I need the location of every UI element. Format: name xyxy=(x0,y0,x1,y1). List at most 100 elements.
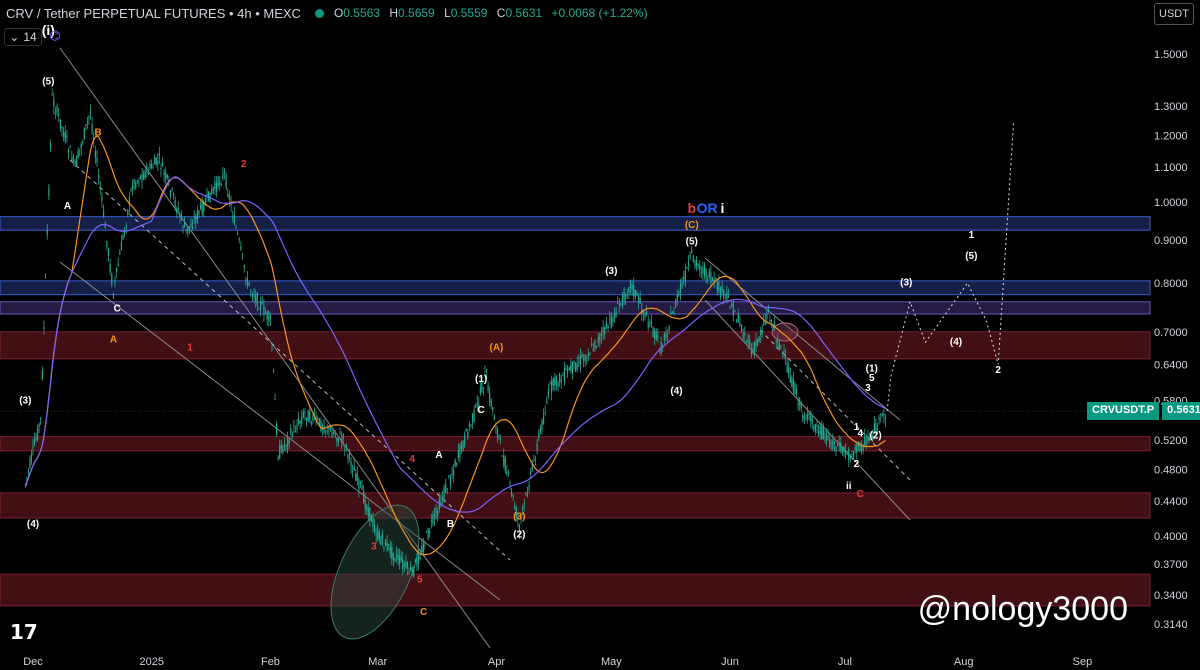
candle-body xyxy=(127,209,129,216)
wave-label: 4 xyxy=(409,454,415,465)
candle-body xyxy=(171,188,173,190)
candle-body xyxy=(457,450,459,458)
candle-body xyxy=(683,277,685,280)
candle-body xyxy=(184,222,186,228)
y-tick-label: 1.3000 xyxy=(1154,101,1188,113)
indicator-logo-icon[interactable]: ⌬ xyxy=(49,28,61,43)
candle-body xyxy=(870,435,872,438)
candle-body xyxy=(384,539,387,546)
candle-body xyxy=(264,312,267,314)
candle-body xyxy=(670,312,672,315)
candle-body xyxy=(629,280,632,289)
candle-body xyxy=(163,171,165,175)
candle-body xyxy=(329,427,332,430)
candle-body xyxy=(344,449,346,451)
candle-body xyxy=(223,170,226,173)
candle-body xyxy=(610,314,612,328)
candle-body xyxy=(406,562,409,569)
candle-body xyxy=(811,418,813,424)
candle-body xyxy=(394,558,396,561)
y-tick-label: 1.2000 xyxy=(1154,130,1188,142)
candle-body xyxy=(377,530,379,540)
candle-body xyxy=(769,320,771,323)
candle-body xyxy=(686,267,688,269)
candle-body xyxy=(106,240,108,248)
candle-body xyxy=(563,368,566,382)
candle-body xyxy=(586,359,588,361)
candle-body xyxy=(102,210,105,218)
candle-body xyxy=(766,313,768,319)
y-tick-label: 1.5000 xyxy=(1154,49,1188,61)
candle-body xyxy=(320,421,322,431)
candle-body xyxy=(689,255,691,257)
candle-body xyxy=(299,420,301,424)
candle-body xyxy=(808,412,810,415)
wave-label: (2) xyxy=(513,530,525,541)
currency-button[interactable]: USDT xyxy=(1154,3,1194,25)
wave-label: (3) xyxy=(513,512,525,523)
candle-body xyxy=(774,323,776,328)
candle-body xyxy=(501,455,503,457)
wave-label: (5) xyxy=(965,251,977,262)
wave-label: A xyxy=(110,334,117,345)
candle-body xyxy=(325,430,327,432)
candle-body xyxy=(48,187,50,197)
candle-body xyxy=(82,141,84,143)
candle-body xyxy=(399,554,401,564)
time-axis[interactable]: Dec 2025 Feb Mar Apr May Jun Jul Aug Sep xyxy=(23,656,1092,668)
candle-body xyxy=(652,327,654,337)
candle-body xyxy=(255,295,257,303)
candle-body xyxy=(367,508,369,517)
candle-body xyxy=(451,473,453,476)
trendline xyxy=(59,261,501,601)
wave-label: OR xyxy=(697,200,718,216)
candle-body xyxy=(116,267,118,272)
highlight-ellipse xyxy=(330,504,420,640)
candle-body xyxy=(604,326,606,335)
candle-body xyxy=(29,459,31,468)
candle-body xyxy=(49,142,52,149)
price-axis[interactable]: 1.5000 1.3000 1.2000 1.1000 1.0000 0.9000 0.80… xyxy=(1154,49,1188,631)
candle-body xyxy=(737,313,739,322)
candle-body xyxy=(230,202,232,206)
x-tick-label: Dec xyxy=(23,656,43,668)
candle-body xyxy=(775,339,777,342)
candle-body xyxy=(172,193,175,197)
x-tick-label: Feb xyxy=(261,656,280,668)
candle-body xyxy=(147,171,149,175)
candle-body xyxy=(506,472,508,475)
candle-body xyxy=(528,484,530,490)
candle-body xyxy=(336,437,338,442)
candle-body xyxy=(707,278,709,280)
zone-red xyxy=(0,492,1151,519)
candle-body xyxy=(107,249,110,256)
candle-body xyxy=(206,193,208,196)
wave-label: B xyxy=(94,127,101,138)
candle-body xyxy=(644,313,646,318)
symbol-title[interactable]: CRV / Tether PERPETUAL FUTURES • 4h • ME… xyxy=(6,5,301,21)
candle-body xyxy=(841,448,844,453)
candle-body xyxy=(574,362,577,372)
candle-body xyxy=(348,450,351,456)
candle-body xyxy=(317,418,319,420)
candle-body xyxy=(530,470,532,475)
candle-body xyxy=(551,381,553,393)
candle-body xyxy=(599,333,601,342)
candle-body xyxy=(694,260,696,267)
indicator-collapse-button[interactable]: ⌄ 14 xyxy=(4,28,42,46)
candle-body xyxy=(523,502,525,506)
candle-body xyxy=(628,287,630,293)
tradingview-logo-icon[interactable]: 17 xyxy=(10,620,38,644)
candle-body xyxy=(602,327,604,333)
candle-body xyxy=(56,106,58,114)
wave-label: 5 xyxy=(417,574,423,585)
candle-body xyxy=(665,333,667,339)
candle-body xyxy=(312,415,314,421)
candle-body xyxy=(637,296,640,303)
candle-body xyxy=(715,277,717,279)
candle-body xyxy=(389,546,391,555)
candle-body xyxy=(636,292,638,296)
candle-body xyxy=(251,294,254,297)
candle-body xyxy=(149,163,151,169)
